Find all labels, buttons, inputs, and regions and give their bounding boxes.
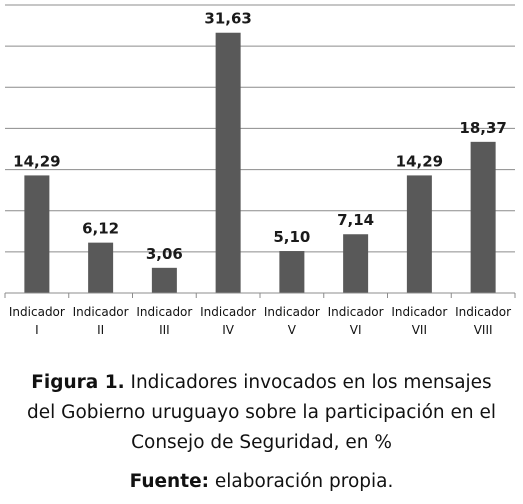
category-label: II — [97, 323, 104, 337]
gridlines — [5, 4, 515, 253]
category-label: VIII — [474, 323, 493, 337]
category-label: Indicador — [455, 305, 511, 319]
category-label: Indicador — [9, 305, 65, 319]
source-text: elaboración propia. — [209, 471, 394, 492]
figure-caption: Figura 1. Indicadores invocados en los m… — [0, 368, 523, 458]
data-label: 14,29 — [396, 152, 443, 170]
data-label: 14,29 — [13, 152, 60, 170]
data-label: 31,63 — [204, 10, 251, 28]
category-label: Indicador — [73, 305, 129, 319]
bar — [88, 242, 114, 293]
source-note: Fuente: elaboración propia. — [0, 467, 523, 497]
figure-caption-line-2: del Gobierno uruguayo sobre la participa… — [26, 402, 496, 423]
bar — [343, 234, 369, 293]
bar — [151, 267, 177, 293]
data-label: 7,14 — [337, 211, 374, 229]
category-label: Indicador — [264, 305, 320, 319]
category-label: Indicador — [328, 305, 384, 319]
figure-label: Figura 1. — [31, 372, 125, 393]
bar — [406, 175, 432, 293]
data-label: 6,12 — [82, 220, 119, 238]
category-label: Indicador — [391, 305, 447, 319]
figure-caption-line-3: Consejo de Seguridad, en % — [131, 432, 392, 453]
bar — [24, 175, 50, 293]
bar — [470, 141, 496, 293]
source-label: Fuente: — [129, 471, 210, 492]
bar — [279, 251, 305, 293]
bar-chart: Indicador I Indicador II Indicador III Indicad… — [4, 4, 516, 337]
figure-caption-line-1: Indicadores invocados en los mensajes — [124, 372, 492, 393]
category-label: VII — [412, 323, 427, 337]
x-axis: Indicador I Indicador II Indicador III Indicad… — [4, 292, 516, 337]
category-label: III — [159, 323, 170, 337]
data-label: 3,06 — [146, 245, 183, 263]
category-label: VI — [350, 323, 362, 337]
category-label: I — [35, 323, 39, 337]
bars — [24, 32, 496, 293]
data-labels: 14,29 6,12 3,06 31,63 5,10 7,14 14,29 18,37 — [13, 10, 507, 263]
bar — [215, 32, 241, 293]
category-label: Indicador — [136, 305, 192, 319]
category-label: IV — [222, 323, 235, 337]
data-label: 5,10 — [273, 228, 310, 246]
category-label: Indicador — [200, 305, 256, 319]
data-label: 18,37 — [459, 119, 506, 137]
category-label: V — [288, 323, 297, 337]
